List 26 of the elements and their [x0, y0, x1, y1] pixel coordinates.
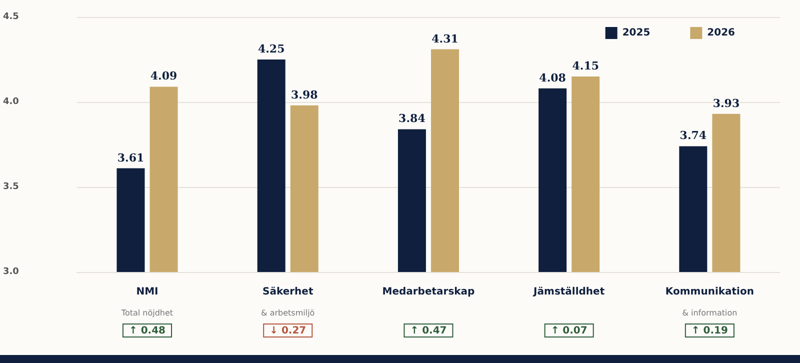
text: ↑ 0.47 [410, 326, 447, 336]
y-tick-label: 4.5 [2, 12, 19, 22]
legend-label: 2026 [707, 28, 736, 38]
x-tick-label: Säkerhet & arbetsmiljö [261, 286, 315, 318]
data-label: 4.25 [258, 42, 285, 56]
text: ↑ 0.07 [550, 326, 588, 336]
data-label: 3.84 [398, 112, 426, 126]
data-label: 4.15 [572, 60, 599, 72]
data-label: 4.31 [432, 32, 458, 46]
y-tick-label: 4.0 [2, 97, 19, 107]
x-tick-label: NMI Total nöjdhet [120, 286, 174, 318]
data-label: 3.61 [117, 151, 144, 164]
text: ↑ 0.19 [691, 326, 728, 336]
text: ↓ 0.27 [270, 326, 306, 336]
x-tick-label: Jämställdhet [532, 286, 605, 298]
data-label: 3.98 [290, 88, 318, 102]
legend-label: 2025 [622, 28, 650, 38]
y-tick-label: 3.0 [2, 267, 19, 277]
data-label: 4.08 [539, 71, 566, 84]
y-tick-label: 3.5 [2, 182, 19, 192]
data-label: 3.74 [680, 129, 707, 142]
data-label: 4.09 [150, 70, 178, 83]
x-tick-label: Kommunikation & information [665, 286, 754, 318]
text: ↑ 0.48 [128, 326, 166, 336]
data-label: 3.93 [712, 96, 740, 110]
x-tick-label: Medarbetarskap [382, 286, 475, 298]
